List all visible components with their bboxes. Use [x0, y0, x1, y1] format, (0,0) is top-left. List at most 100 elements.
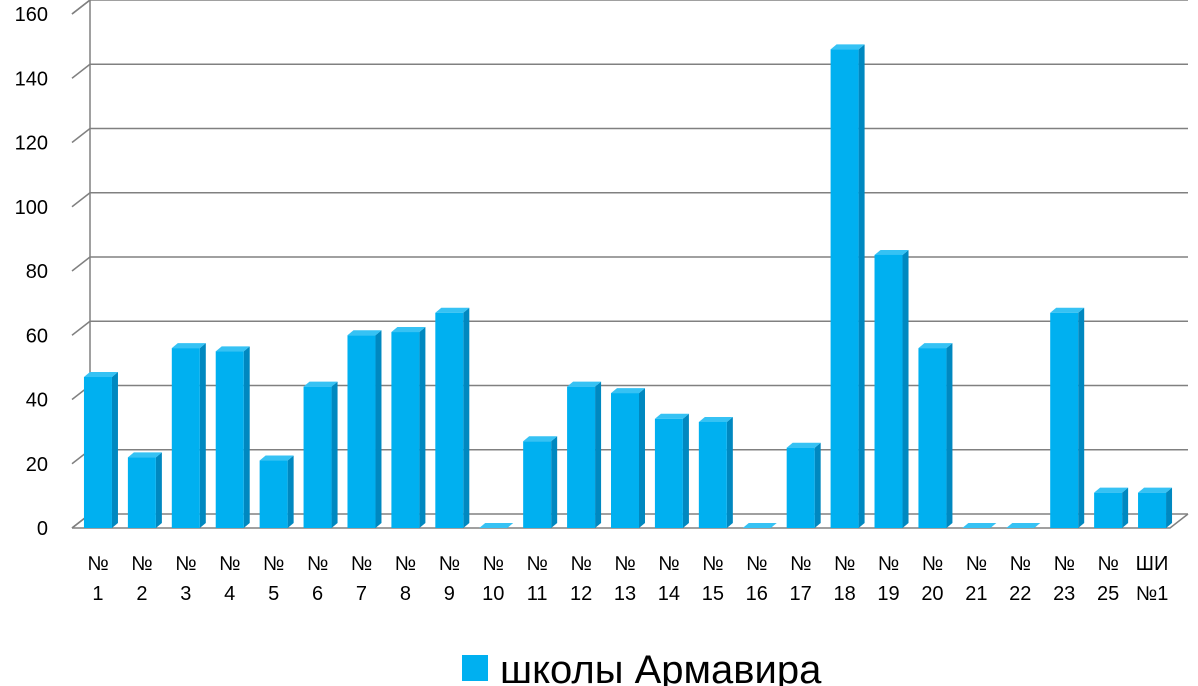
bar-front: [347, 335, 376, 528]
bar-top: [742, 523, 777, 528]
bars: [83, 44, 1173, 529]
bar-top: [698, 416, 733, 422]
bar-top: [962, 523, 997, 528]
bar-front: [83, 377, 112, 528]
bar-front: [654, 418, 683, 528]
x-tick-label: №: [351, 553, 372, 575]
gridline-diagonal: [71, 192, 91, 208]
x-tick-label: №: [1097, 553, 1118, 575]
x-tick-label: 21: [965, 583, 987, 605]
x-tick-label: №: [526, 553, 547, 575]
x-tick-label: №: [790, 553, 811, 575]
x-tick-label: 23: [1053, 583, 1075, 605]
x-axis-ticks: №1№2№3№4№5№6№7№8№9№10№11№12№13№14№15№16№…: [87, 553, 1168, 605]
bar-top: [523, 436, 558, 442]
bar-front: [435, 312, 464, 528]
x-tick-label: ШИ: [1136, 553, 1169, 575]
bar-front: [303, 386, 332, 528]
bar: [391, 327, 426, 528]
bar-side: [199, 343, 206, 528]
bar-top: [347, 330, 382, 336]
bar: [83, 372, 118, 528]
x-tick-label: 20: [921, 583, 943, 605]
x-tick-label: №: [307, 553, 328, 575]
y-tick-label: 120: [15, 133, 48, 155]
bar-front: [918, 348, 947, 528]
bar-front: [127, 457, 156, 528]
y-tick-label: 40: [26, 390, 48, 412]
y-tick-label: 100: [15, 197, 48, 219]
gridline-diagonal: [71, 320, 91, 336]
x-tick-label: 1: [92, 583, 103, 605]
bar-front: [874, 254, 903, 528]
bar: [435, 307, 470, 528]
bar-top: [303, 381, 338, 387]
bar: [127, 452, 162, 528]
bar-side: [419, 327, 426, 528]
bar-front: [567, 386, 596, 528]
bar-top: [435, 307, 470, 313]
x-tick-label: 10: [482, 583, 504, 605]
bar: [786, 442, 821, 528]
bar-front: [215, 351, 244, 528]
x-tick-label: 15: [702, 583, 724, 605]
x-tick-label: №: [966, 553, 987, 575]
bar-front: [786, 447, 815, 528]
x-tick-label: 16: [746, 583, 768, 605]
bar-side: [814, 442, 821, 528]
bar: [215, 346, 250, 528]
x-tick-label: 4: [224, 583, 235, 605]
bar-side: [595, 381, 602, 528]
bar-side: [1078, 307, 1085, 528]
x-tick-label: 11: [527, 583, 548, 605]
bar-side: [331, 381, 338, 528]
bar-top: [654, 413, 689, 419]
x-tick-label: №: [263, 553, 284, 575]
x-tick-label: №: [570, 553, 591, 575]
gridline-diagonal: [71, 63, 91, 79]
bar: [259, 455, 294, 528]
y-tick-label: 60: [26, 325, 48, 347]
y-tick-label: 160: [15, 4, 48, 26]
bar: [654, 413, 689, 528]
x-tick-label: №: [439, 553, 460, 575]
x-tick-label: 13: [614, 583, 636, 605]
y-axis-ticks: 0 20 40 60 80 100 120 140 160: [15, 4, 48, 540]
x-tick-label: №: [746, 553, 767, 575]
bar-top: [567, 381, 602, 387]
bar-top: [786, 442, 821, 448]
bar: [830, 44, 865, 529]
x-tick-label: №: [878, 553, 899, 575]
gridline-diagonal: [71, 256, 91, 272]
bar-side: [287, 455, 294, 528]
bar-top: [1138, 487, 1173, 493]
bar-front: [1138, 492, 1167, 528]
bar-side: [858, 44, 865, 529]
bar: [918, 343, 953, 528]
bar-front: [391, 332, 420, 528]
bar: [347, 330, 382, 528]
bar-top: [83, 372, 118, 378]
x-tick-label: 3: [180, 583, 191, 605]
bar-side: [726, 416, 733, 528]
bar-side: [639, 388, 645, 528]
legend-label: школы Армавира: [500, 648, 822, 686]
bar: [1050, 307, 1085, 528]
bar-side: [902, 249, 909, 528]
bar-front: [611, 393, 639, 528]
bar: [479, 523, 514, 528]
legend: школы Армавира: [462, 648, 822, 686]
bar-side: [1122, 487, 1129, 528]
x-tick-label: 12: [570, 583, 592, 605]
bar-side: [243, 346, 250, 528]
legend-swatch: [462, 655, 488, 681]
x-tick-label: №: [702, 553, 723, 575]
x-tick-label: 8: [400, 583, 411, 605]
x-tick-label: №: [87, 553, 108, 575]
bar-top: [215, 346, 250, 352]
x-tick-label: №: [1010, 553, 1031, 575]
bar-top: [874, 249, 909, 255]
bar-side: [155, 452, 162, 528]
bar: [742, 523, 777, 528]
bar-front: [1050, 312, 1079, 528]
